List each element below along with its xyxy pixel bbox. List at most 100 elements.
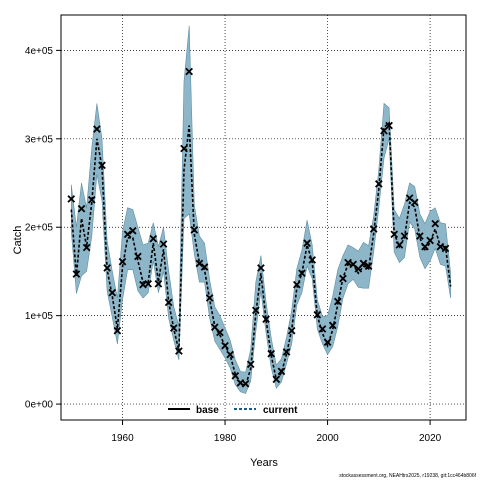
x-tick-label: 2000 [316,433,339,444]
observed-point [410,198,419,207]
observed-point [375,180,383,188]
observed-point [303,239,311,247]
observed-point [159,240,168,248]
observed-point-stroke [375,180,383,188]
observed-point [323,338,332,347]
observed-point-stroke [339,274,347,283]
observed-point [154,279,163,288]
observed-point-stroke [195,259,204,268]
y-tick-label: 0e+00 [25,400,54,411]
observed-point-stroke [113,326,122,335]
observed-point [231,371,240,380]
observed-point [359,259,368,268]
observed-point [251,306,260,315]
observed-point-stroke [303,239,311,247]
observed-point-stroke [123,230,132,239]
observed-point [298,269,306,278]
x-axis: 1960 1980 2000 2020 [111,420,442,444]
observed-point-stroke [169,324,178,332]
observed-point [308,256,317,264]
observed-point-stroke [416,232,424,240]
observed-point-stroke [98,161,106,170]
observed-point [216,328,224,337]
observed-point-stroke [118,257,127,266]
observed-point-stroke [313,310,322,319]
observed-point-stroke [216,328,224,337]
observed-point-stroke [431,219,440,228]
observed-point-stroke [426,236,434,245]
observed-point [128,226,137,235]
observed-point-stroke [369,225,378,233]
observed-point [292,280,301,289]
observed-point [67,195,76,203]
x-tick-label: 1960 [111,433,134,444]
observed-point [441,244,450,253]
observed-point-stroke [385,121,393,130]
observed-point-stroke [395,241,404,249]
observed-point [328,321,337,330]
observed-point-stroke [328,321,337,330]
observed-point-stroke [318,325,327,333]
footer-note: stockassessment.org, NEAHtrs2025, r19238… [339,473,476,479]
observed-point-stroke [390,230,399,239]
observed-point [246,360,255,369]
observed-point-stroke [87,195,96,204]
observed-point [226,350,235,359]
observed-point [333,297,342,306]
observed-point-stroke [282,348,291,356]
y-tick-label: 2e+05 [25,223,54,234]
observed-point-stroke [82,243,91,252]
observed-point [205,294,214,302]
observed-point [108,288,117,297]
observed-point [364,262,373,270]
observed-point-stroke [149,234,158,243]
observed-point [200,263,209,271]
observed-point [123,230,132,239]
x-tick-label: 1980 [214,433,237,444]
observed-point [164,298,173,307]
observed-point-stroke [221,341,229,350]
observed-point-stroke [292,280,301,289]
y-tick-label: 1e+05 [25,311,54,322]
observed-point-stroke [441,244,450,253]
observed-point [87,195,96,204]
observed-point [72,270,81,278]
observed-point-stroke [405,194,414,202]
observed-point-stroke [226,350,235,359]
observed-point [416,232,424,240]
observed-point-stroke [159,240,168,248]
observed-point-stroke [333,297,342,306]
observed-point-stroke [272,375,281,384]
observed-point [118,257,127,266]
observed-point [103,264,111,272]
observed-point [287,326,296,335]
observed-point [257,264,265,272]
observed-point-stroke [344,258,352,267]
observed-point [149,234,158,243]
observed-point-stroke [298,269,306,278]
observed-point-stroke [67,195,76,203]
legend: base current [168,405,298,416]
observed-point [318,325,327,333]
observed-point-stroke [72,270,81,278]
observed-point [221,341,229,350]
observed-point [175,347,183,355]
observed-point [431,219,440,228]
observed-point-stroke [231,371,240,380]
observed-point-stroke [262,315,270,324]
observed-point [113,326,122,335]
observed-point-stroke [93,125,101,133]
observed-point [190,226,199,234]
observed-point [82,243,91,252]
observed-point-stroke [205,294,214,302]
legend-label-base: base [196,405,219,416]
confidence-band [71,25,451,394]
observed-point [313,310,322,319]
observed-point [93,125,101,133]
y-axis: 0e+00 1e+05 2e+05 3e+05 4e+05 [25,46,61,411]
observed-point-stroke [175,347,183,355]
observed-point [436,242,445,251]
observed-point [421,242,429,251]
observed-point [77,204,86,213]
